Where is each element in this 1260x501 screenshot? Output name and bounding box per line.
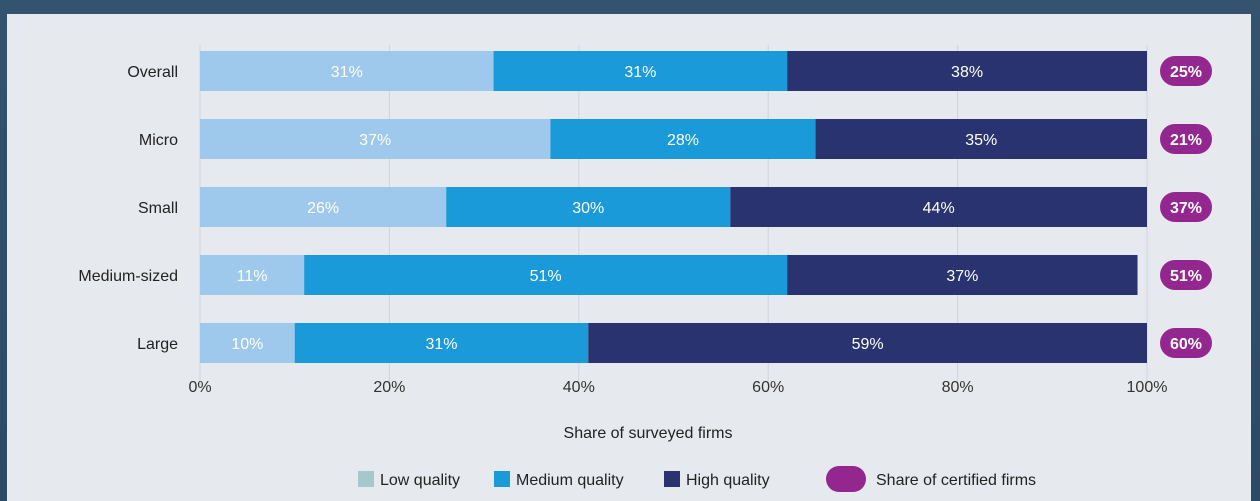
bar-segment <box>446 187 731 227</box>
segment-value-label: 30% <box>572 200 604 217</box>
certified-value-label: 21% <box>1170 132 1202 149</box>
category-label: Large <box>137 336 178 353</box>
certified-value-label: 60% <box>1170 336 1202 353</box>
legend-certified-swatch <box>826 466 866 492</box>
bars: 31% 31% 38% 37% 28% 35% 26% 30% 44% 11% 51% 37% 10% 3… <box>200 51 1147 363</box>
bar-segment <box>200 255 305 295</box>
segment-value-label: 31% <box>624 64 656 81</box>
legend-label: High quality <box>686 472 770 489</box>
certified-badges: 25% 21% 37% 51% 60% <box>1160 56 1212 358</box>
segment-value-label: 35% <box>965 132 997 149</box>
segment-value-label: 31% <box>425 336 457 353</box>
bar-segment <box>588 323 1147 363</box>
segment-value-label: 38% <box>951 64 983 81</box>
segment-value-label: 31% <box>331 64 363 81</box>
legend: Low quality Medium quality High quality Sha… <box>358 466 1036 492</box>
x-tick-labels: 0% 20% 40% 60% 80% 100% <box>188 379 1167 396</box>
segment-value-label: 59% <box>852 336 884 353</box>
bar-segment <box>200 187 447 227</box>
bar-segment <box>294 323 589 363</box>
segment-value-label: 28% <box>667 132 699 149</box>
legend-label: Low quality <box>380 472 460 489</box>
legend-certified-label: Share of certified firms <box>876 472 1036 489</box>
category-label: Medium-sized <box>78 268 178 285</box>
certified-badge <box>1160 328 1212 358</box>
category-labels: Overall Micro Small Medium-sized Large <box>78 64 178 353</box>
x-tick-label: 0% <box>188 379 211 396</box>
certified-value-label: 25% <box>1170 64 1202 81</box>
x-tick-label: 100% <box>1127 379 1168 396</box>
x-tick-label: 20% <box>373 379 405 396</box>
bar-segment <box>304 255 788 295</box>
segment-value-label: 11% <box>237 268 268 285</box>
x-tick-label: 40% <box>563 379 595 396</box>
certified-value-label: 37% <box>1170 200 1202 217</box>
certified-badge <box>1160 260 1212 290</box>
segment-value-label: 10% <box>231 336 263 353</box>
segment-value-label: 37% <box>946 268 978 285</box>
bar-segment <box>200 323 295 363</box>
legend-swatch <box>494 471 510 487</box>
segment-value-label: 26% <box>307 200 339 217</box>
category-label: Small <box>138 200 178 217</box>
x-tick-label: 60% <box>752 379 784 396</box>
bar-segment <box>200 51 494 91</box>
bar-segment <box>200 119 551 159</box>
segment-value-label: 37% <box>359 132 391 149</box>
legend-label: Medium quality <box>516 472 624 489</box>
bar-segment <box>730 187 1147 227</box>
certified-badge <box>1160 56 1212 86</box>
legend-swatch <box>664 471 680 487</box>
bar-segment <box>550 119 816 159</box>
segment-value-label: 44% <box>923 200 955 217</box>
certified-badge <box>1160 124 1212 154</box>
certified-badge <box>1160 192 1212 222</box>
certified-value-label: 51% <box>1170 268 1202 285</box>
category-label: Overall <box>127 64 178 81</box>
category-label: Micro <box>139 132 178 149</box>
bar-segment <box>787 255 1138 295</box>
x-axis-title: Share of surveyed firms <box>564 425 733 442</box>
bar-segment <box>815 119 1147 159</box>
legend-swatch <box>358 471 374 487</box>
x-tick-label: 80% <box>942 379 974 396</box>
bar-segment <box>493 51 788 91</box>
segment-value-label: 51% <box>530 268 562 285</box>
bar-segment <box>787 51 1147 91</box>
